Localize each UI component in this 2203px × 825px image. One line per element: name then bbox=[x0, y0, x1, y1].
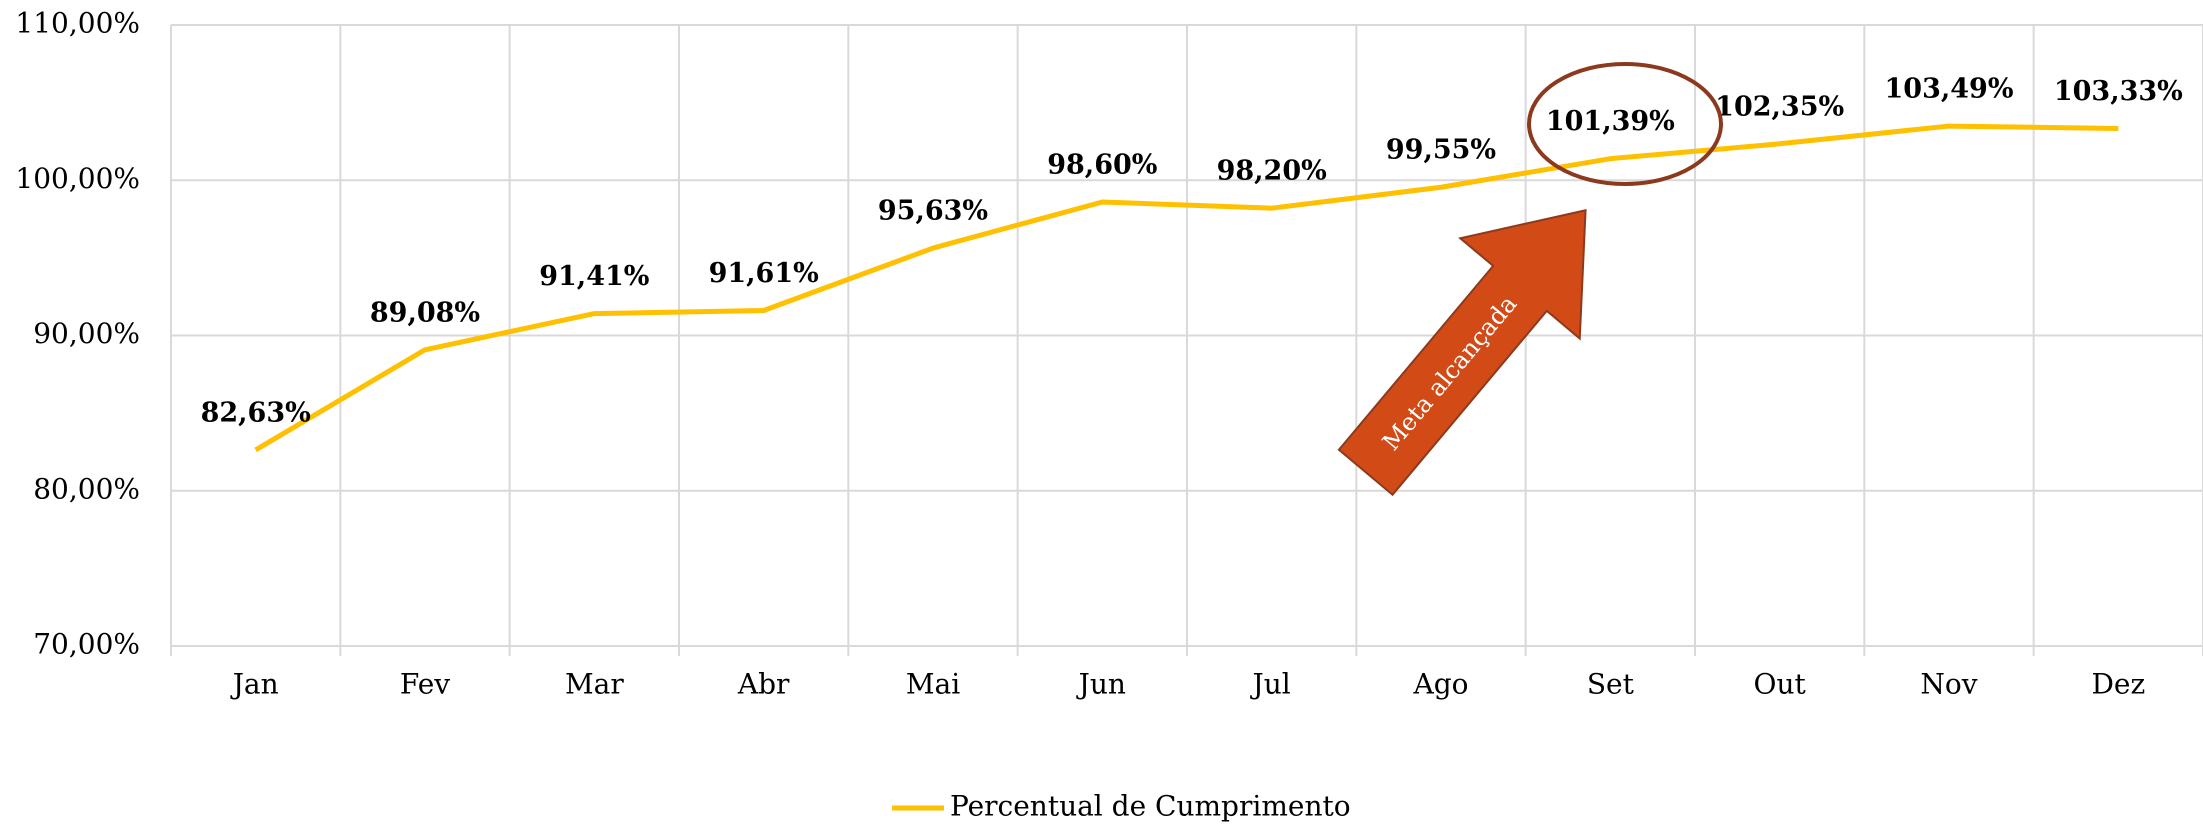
data-label: 91,61% bbox=[709, 258, 819, 289]
data-label: 98,60% bbox=[1047, 149, 1157, 180]
x-tick-label: Ago bbox=[1412, 668, 1468, 701]
annotation: Meta alcançada bbox=[1377, 290, 1522, 456]
data-label: 98,20% bbox=[1217, 156, 1327, 187]
plot: 82,63% 89,08% 91,41% 91,61% 95,63% 98,60% 98,2… bbox=[201, 74, 2183, 453]
data-label: 91,41% bbox=[539, 261, 649, 292]
x-tick-label: Fev bbox=[400, 668, 450, 701]
y-tick-label: 100,00% bbox=[15, 162, 140, 195]
x-tick-label: Jun bbox=[1076, 668, 1126, 701]
arrow-shape bbox=[1337, 208, 1587, 497]
data-label: 95,63% bbox=[878, 196, 988, 227]
x-tick-label: Mai bbox=[906, 668, 960, 701]
series-line bbox=[254, 123, 2119, 453]
data-label: 103,33% bbox=[2054, 76, 2183, 107]
data-label: 103,49% bbox=[1885, 74, 2014, 105]
y-tick-label: 80,00% bbox=[33, 472, 140, 505]
y-tick-label: 110,00% bbox=[15, 7, 140, 40]
grid: 70,00% 80,00% 90,00% 100,00% 110,00% Jan Fev Ma… bbox=[15, 7, 2203, 701]
x-tick-label: Jan bbox=[230, 668, 279, 701]
legend: Percentual de Cumprimento bbox=[892, 790, 1351, 823]
x-tick-label: Abr bbox=[737, 668, 790, 701]
x-tick-label: Jul bbox=[1250, 668, 1291, 701]
x-tick-label: Mar bbox=[565, 668, 624, 701]
x-tick-label: Nov bbox=[1920, 668, 1977, 701]
highlight-ellipse bbox=[1527, 62, 1723, 186]
y-tick-label: 70,00% bbox=[33, 628, 140, 661]
y-tick-label: 90,00% bbox=[33, 317, 140, 350]
x-tick-label: Dez bbox=[2091, 668, 2145, 701]
x-tick-label: Out bbox=[1754, 668, 1807, 701]
data-label: 89,08% bbox=[370, 297, 480, 328]
data-label: 99,55% bbox=[1386, 135, 1496, 166]
data-label: 101,39% bbox=[1546, 106, 1675, 137]
data-label: 82,63% bbox=[201, 397, 311, 428]
legend-label: Percentual de Cumprimento bbox=[950, 790, 1351, 823]
x-tick-label: Set bbox=[1587, 668, 1635, 701]
data-label: 102,35% bbox=[1715, 91, 1844, 122]
